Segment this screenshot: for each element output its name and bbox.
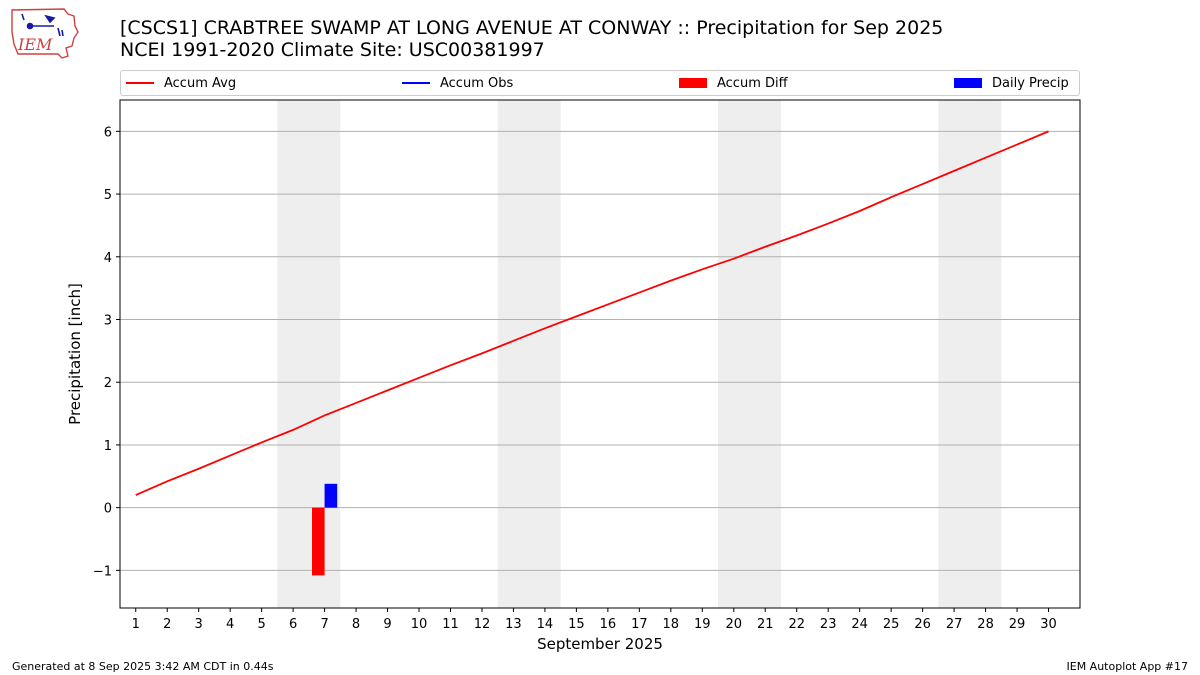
legend-accum-diff: Accum Diff <box>679 74 788 92</box>
daily-precip-bar-day-7 <box>324 483 338 508</box>
x-tick-label: 22 <box>788 617 805 632</box>
x-tick-label: 1 <box>132 617 140 632</box>
weekend-band-4 <box>938 100 1002 608</box>
x-tick-label: 30 <box>1040 617 1057 632</box>
app-credit: IEM Autoplot App #17 <box>1066 660 1189 673</box>
x-tick-label: 2 <box>163 617 171 632</box>
y-tick-label: 2 <box>104 376 112 391</box>
x-tick-label: 14 <box>537 617 554 632</box>
generated-timestamp: Generated at 8 Sep 2025 3:42 AM CDT in 0… <box>12 660 274 673</box>
y-tick-label: 0 <box>104 502 112 517</box>
chart-title: [CSCS1] CRABTREE SWAMP AT LONG AVENUE AT… <box>120 17 944 39</box>
legend-swatch-daily-precip <box>954 78 982 88</box>
legend-label-daily-precip: Daily Precip <box>992 75 1069 91</box>
y-tick-label: 3 <box>104 314 112 329</box>
accum-avg-line <box>135 130 1049 496</box>
weekend-band-2 <box>497 100 561 608</box>
y-axis-label: Precipitation [inch] <box>66 283 84 425</box>
iem-logo: IEM <box>11 8 79 59</box>
logo-text: IEM <box>17 35 53 54</box>
legend-swatch-accum-diff <box>679 78 707 88</box>
plot-frame <box>119 99 1081 609</box>
x-tick-label: 17 <box>631 617 648 632</box>
legend-label-accum-obs: Accum Obs <box>440 75 514 91</box>
y-tick-label: 4 <box>104 251 112 266</box>
legend-daily-precip: Daily Precip <box>954 74 1069 92</box>
x-tick-label: 24 <box>851 617 868 632</box>
y-gridlines <box>120 130 1080 571</box>
y-tick-label: −1 <box>93 564 112 579</box>
weather-station-icon <box>21 13 64 37</box>
chart-subtitle: NCEI 1991-2020 Climate Site: USC00381997 <box>120 39 545 61</box>
chart-legend: Accum Avg Accum Obs Accum Diff Daily Pre… <box>120 70 1080 96</box>
x-tick-label: 23 <box>820 617 837 632</box>
x-tick-label: 26 <box>914 617 931 632</box>
x-tick-label: 13 <box>505 617 522 632</box>
x-tick-label: 27 <box>946 617 963 632</box>
weekend-shading <box>277 100 1002 608</box>
x-tick-label: 6 <box>289 617 297 632</box>
bar-series <box>312 483 338 576</box>
x-tick-label: 5 <box>257 617 265 632</box>
x-tick-label: 21 <box>757 617 774 632</box>
x-tick-label: 25 <box>883 617 900 632</box>
x-tick-label: 15 <box>568 617 585 632</box>
y-tick-label: 6 <box>104 125 112 140</box>
x-tick-label: 16 <box>600 617 617 632</box>
weekend-band-1 <box>277 100 341 608</box>
accum-diff-bar-day-7 <box>312 507 325 576</box>
x-tick-label: 3 <box>195 617 203 632</box>
legend-swatch-accum-obs <box>402 82 430 84</box>
legend-label-accum-avg: Accum Avg <box>164 75 237 91</box>
x-tick-label: 11 <box>442 617 459 632</box>
legend-swatch-accum-avg <box>126 82 154 84</box>
x-tick-label: 10 <box>411 617 428 632</box>
x-tick-label: 8 <box>352 617 360 632</box>
x-axis-ticks: 1 2 3 4 5 6 7 8 9 10 11 12 13 14 15 16 17 18 19 20 21 22 23 24 2… <box>132 608 1057 632</box>
legend-accum-avg: Accum Avg <box>126 74 236 92</box>
x-axis-label: September 2025 <box>537 635 663 653</box>
legend-label-accum-diff: Accum Diff <box>717 75 788 91</box>
x-tick-label: 19 <box>694 617 711 632</box>
x-tick-label: 9 <box>383 617 391 632</box>
x-tick-label: 7 <box>320 617 328 632</box>
x-tick-label: 20 <box>725 617 742 632</box>
legend-accum-obs: Accum Obs <box>402 74 513 92</box>
weekend-band-3 <box>718 100 781 608</box>
x-tick-label: 28 <box>977 617 994 632</box>
x-tick-label: 18 <box>663 617 680 632</box>
x-tick-label: 12 <box>474 617 491 632</box>
y-axis-ticks: −1 0 1 2 3 4 5 6 <box>93 125 120 579</box>
y-tick-label: 1 <box>104 439 112 454</box>
y-tick-label: 5 <box>104 188 112 203</box>
x-tick-label: 29 <box>1009 617 1026 632</box>
x-tick-label: 4 <box>226 617 234 632</box>
